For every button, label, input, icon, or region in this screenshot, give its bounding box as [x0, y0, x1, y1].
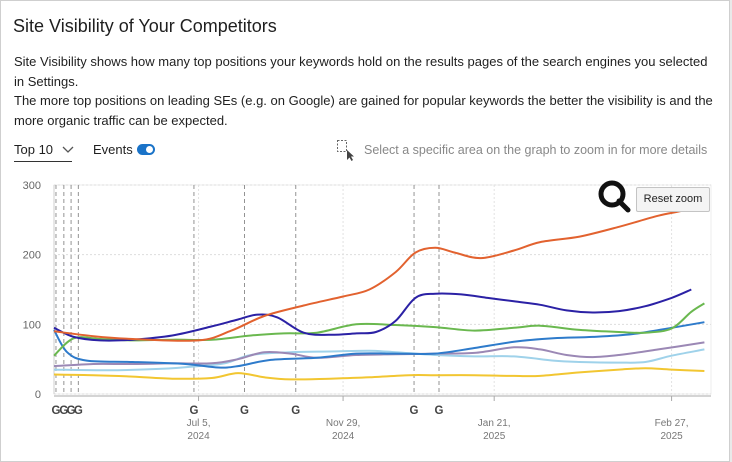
- event-marker-google: G: [435, 405, 444, 417]
- reset-zoom-button[interactable]: Reset zoom: [636, 187, 710, 212]
- description: Site Visibility shows how many top posit…: [14, 52, 719, 130]
- event-marker-google: G: [189, 405, 198, 417]
- events-toggle[interactable]: [137, 144, 155, 155]
- x-tick-label: Jan 21,: [478, 418, 511, 429]
- x-tick-label: 2025: [483, 431, 506, 442]
- events-label: Events: [93, 142, 133, 157]
- dashed-selection-cursor-icon: [337, 140, 354, 161]
- chevron-down-icon: [62, 146, 74, 153]
- y-tick-label: 300: [23, 180, 41, 192]
- event-marker-google: G: [67, 405, 76, 417]
- event-marker-google: G: [51, 405, 60, 417]
- x-tick-label: 2025: [660, 431, 683, 442]
- x-tick-label: 2024: [332, 431, 355, 442]
- top-positions-dropdown[interactable]: Top 10: [14, 142, 74, 162]
- series-line-blue: [53, 321, 705, 369]
- event-marker-google: G: [410, 405, 419, 417]
- toggle-knob: [146, 146, 153, 153]
- event-marker-google: G: [240, 405, 249, 417]
- magnifier-icon: [598, 180, 631, 213]
- description-line: The more top positions on leading SEs (e…: [14, 93, 713, 128]
- event-marker-google: G: [74, 405, 83, 417]
- panel-title: Site Visibility of Your Competitors: [13, 16, 277, 36]
- event-marker-google: G: [291, 405, 300, 417]
- y-tick-label: 200: [23, 250, 41, 262]
- x-tick-label: Feb 27,: [655, 418, 689, 429]
- y-tick-label: 0: [35, 389, 41, 401]
- zoom-hint: Select a specific area on the graph to z…: [364, 143, 708, 157]
- series-line-dark-blue: [53, 288, 692, 342]
- x-tick-label: Jul 5,: [187, 418, 211, 429]
- series-line-orange: [53, 200, 705, 342]
- event-marker-google: G: [59, 405, 68, 417]
- x-tick-label: Nov 29,: [326, 418, 360, 429]
- y-tick-label: 100: [23, 319, 41, 331]
- top-positions-label: Top 10: [14, 142, 54, 157]
- series-line-yellow: [53, 367, 705, 381]
- description-line: Site Visibility shows how many top posit…: [14, 54, 708, 89]
- x-tick-label: 2024: [187, 431, 210, 442]
